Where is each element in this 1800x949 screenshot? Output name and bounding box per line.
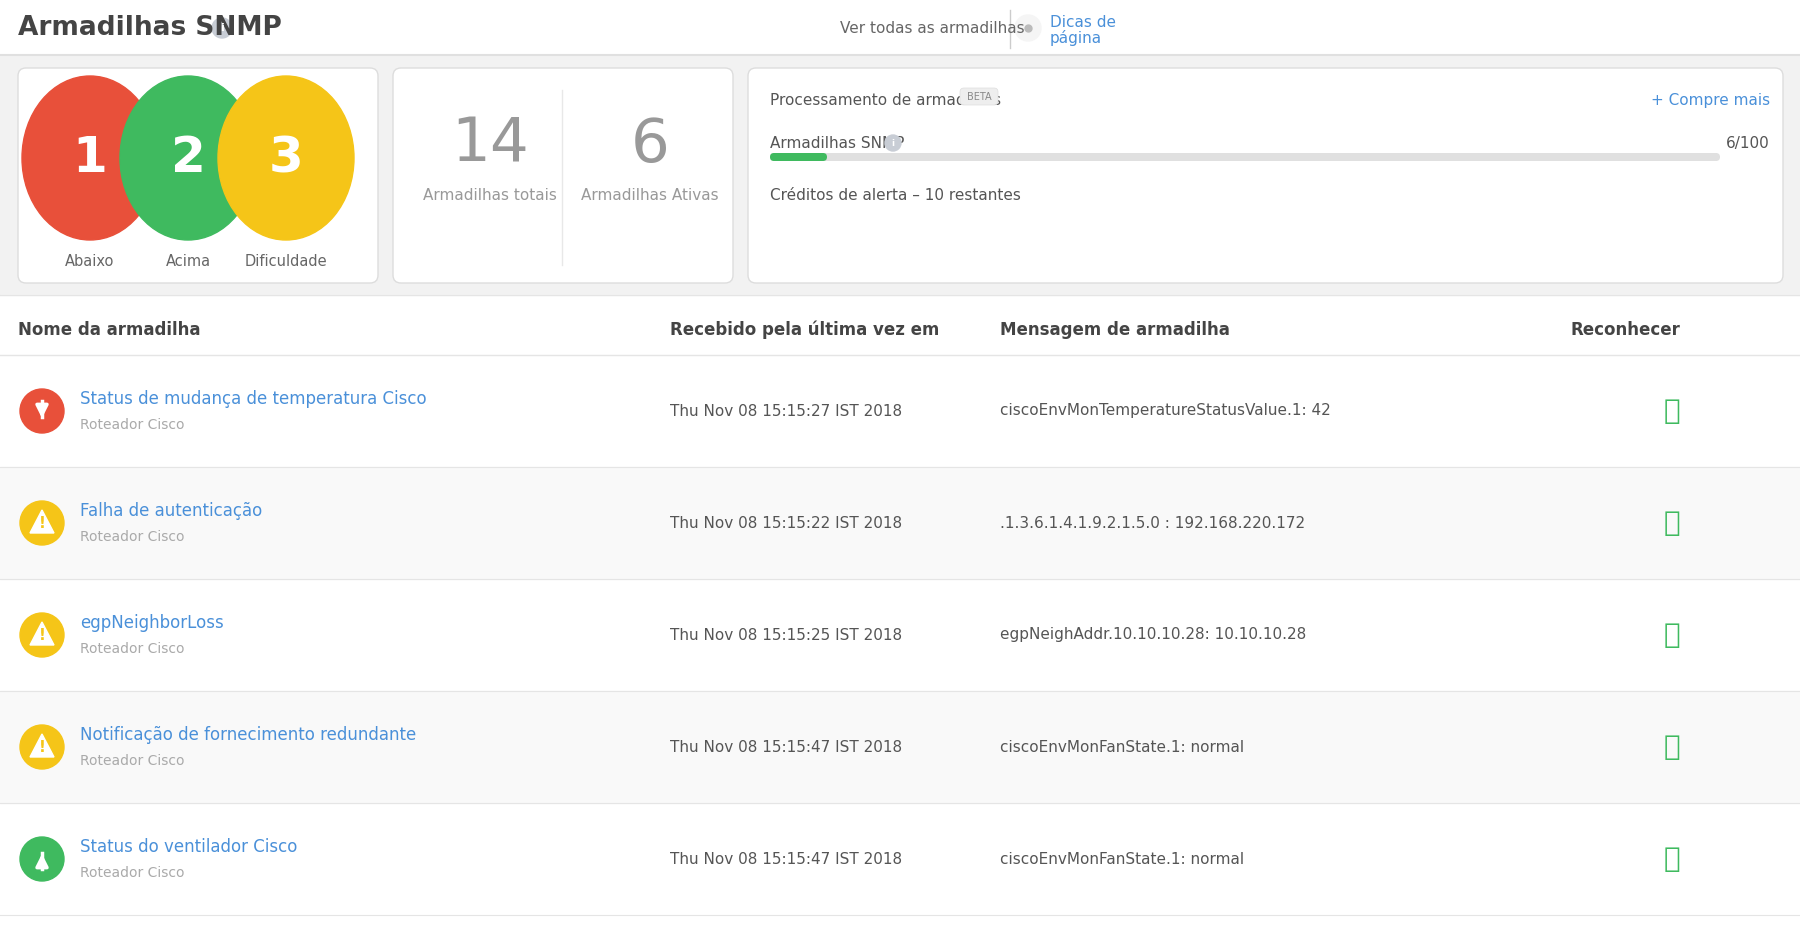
Circle shape xyxy=(212,18,232,38)
Polygon shape xyxy=(31,622,54,645)
Bar xyxy=(0,295,1800,949)
Ellipse shape xyxy=(22,76,158,240)
Text: 3: 3 xyxy=(268,134,304,182)
Text: Status do ventilador Cisco: Status do ventilador Cisco xyxy=(79,838,297,856)
Text: + Compre mais: + Compre mais xyxy=(1651,92,1769,107)
Circle shape xyxy=(20,501,65,545)
Text: !: ! xyxy=(38,516,45,531)
Polygon shape xyxy=(31,734,54,757)
Text: ciscoEnvMonTemperatureStatusValue.1: 42: ciscoEnvMonTemperatureStatusValue.1: 42 xyxy=(1001,403,1330,419)
Circle shape xyxy=(20,725,65,769)
FancyBboxPatch shape xyxy=(770,153,826,161)
Text: Status de mudança de temperatura Cisco: Status de mudança de temperatura Cisco xyxy=(79,390,427,408)
Text: !: ! xyxy=(38,628,45,643)
Bar xyxy=(0,467,1800,579)
FancyBboxPatch shape xyxy=(770,153,1721,161)
Text: ciscoEnvMonFanState.1: normal: ciscoEnvMonFanState.1: normal xyxy=(1001,851,1244,866)
Text: ciscoEnvMonFanState.1: normal: ciscoEnvMonFanState.1: normal xyxy=(1001,739,1244,754)
Text: Abaixo: Abaixo xyxy=(65,254,115,270)
Text: Armadilhas totais: Armadilhas totais xyxy=(423,188,556,202)
Text: Thu Nov 08 15:15:27 IST 2018: Thu Nov 08 15:15:27 IST 2018 xyxy=(670,403,902,419)
Text: Roteador Cisco: Roteador Cisco xyxy=(79,866,184,880)
Bar xyxy=(0,55,1800,295)
Text: .1.3.6.1.4.1.9.2.1.5.0 : 192.168.220.172: .1.3.6.1.4.1.9.2.1.5.0 : 192.168.220.172 xyxy=(1001,515,1305,530)
Text: 6: 6 xyxy=(630,116,670,175)
Text: 14: 14 xyxy=(452,116,529,175)
Text: 👍: 👍 xyxy=(1663,397,1679,425)
Text: i: i xyxy=(891,139,895,147)
Text: Armadilhas SNMP: Armadilhas SNMP xyxy=(18,15,283,41)
Text: 👍: 👍 xyxy=(1663,509,1679,537)
Text: Roteador Cisco: Roteador Cisco xyxy=(79,418,184,432)
Text: 6/100: 6/100 xyxy=(1726,136,1769,151)
Ellipse shape xyxy=(121,76,256,240)
Circle shape xyxy=(20,613,65,657)
FancyBboxPatch shape xyxy=(0,0,1800,55)
Text: Falha de autenticação: Falha de autenticação xyxy=(79,502,263,520)
Text: Recebido pela última vez em: Recebido pela última vez em xyxy=(670,321,940,339)
Text: 1: 1 xyxy=(72,134,108,182)
Circle shape xyxy=(886,135,902,151)
Text: página: página xyxy=(1049,30,1102,46)
Text: egpNeighAddr.10.10.10.28: 10.10.10.28: egpNeighAddr.10.10.10.28: 10.10.10.28 xyxy=(1001,627,1307,642)
FancyBboxPatch shape xyxy=(18,68,378,283)
Text: Thu Nov 08 15:15:22 IST 2018: Thu Nov 08 15:15:22 IST 2018 xyxy=(670,515,902,530)
Text: Thu Nov 08 15:15:25 IST 2018: Thu Nov 08 15:15:25 IST 2018 xyxy=(670,627,902,642)
Text: Nome da armadilha: Nome da armadilha xyxy=(18,321,200,339)
Text: egpNeighborLoss: egpNeighborLoss xyxy=(79,614,223,632)
Text: Thu Nov 08 15:15:47 IST 2018: Thu Nov 08 15:15:47 IST 2018 xyxy=(670,851,902,866)
Text: 👍: 👍 xyxy=(1663,733,1679,761)
Text: !: ! xyxy=(38,740,45,755)
FancyBboxPatch shape xyxy=(959,88,997,105)
Text: Notificação de fornecimento redundante: Notificação de fornecimento redundante xyxy=(79,726,416,744)
Text: 👍: 👍 xyxy=(1663,845,1679,873)
Text: BETA: BETA xyxy=(967,92,992,102)
Text: Acima: Acima xyxy=(166,254,211,270)
Text: Ver todas as armadilhas: Ver todas as armadilhas xyxy=(841,21,1024,35)
Text: 2: 2 xyxy=(171,134,205,182)
FancyBboxPatch shape xyxy=(749,68,1784,283)
Text: i: i xyxy=(220,23,223,33)
Text: Créditos de alerta – 10 restantes: Créditos de alerta – 10 restantes xyxy=(770,188,1021,202)
Text: Dicas de: Dicas de xyxy=(1049,14,1116,29)
Text: Processamento de armadilhas: Processamento de armadilhas xyxy=(770,92,1001,107)
Circle shape xyxy=(1015,15,1040,41)
Polygon shape xyxy=(31,510,54,533)
Text: Mensagem de armadilha: Mensagem de armadilha xyxy=(1001,321,1229,339)
Circle shape xyxy=(20,389,65,433)
Circle shape xyxy=(20,837,65,881)
Text: Roteador Cisco: Roteador Cisco xyxy=(79,754,184,768)
Text: Reconhecer: Reconhecer xyxy=(1570,321,1679,339)
Bar xyxy=(0,691,1800,803)
Text: Roteador Cisco: Roteador Cisco xyxy=(79,642,184,656)
Text: Dificuldade: Dificuldade xyxy=(245,254,328,270)
Text: Roteador Cisco: Roteador Cisco xyxy=(79,530,184,544)
Text: Armadilhas SNMP: Armadilhas SNMP xyxy=(770,136,904,151)
FancyBboxPatch shape xyxy=(392,68,733,283)
Ellipse shape xyxy=(218,76,355,240)
Text: 👍: 👍 xyxy=(1663,621,1679,649)
Text: Thu Nov 08 15:15:47 IST 2018: Thu Nov 08 15:15:47 IST 2018 xyxy=(670,739,902,754)
Text: Armadilhas Ativas: Armadilhas Ativas xyxy=(581,188,718,202)
